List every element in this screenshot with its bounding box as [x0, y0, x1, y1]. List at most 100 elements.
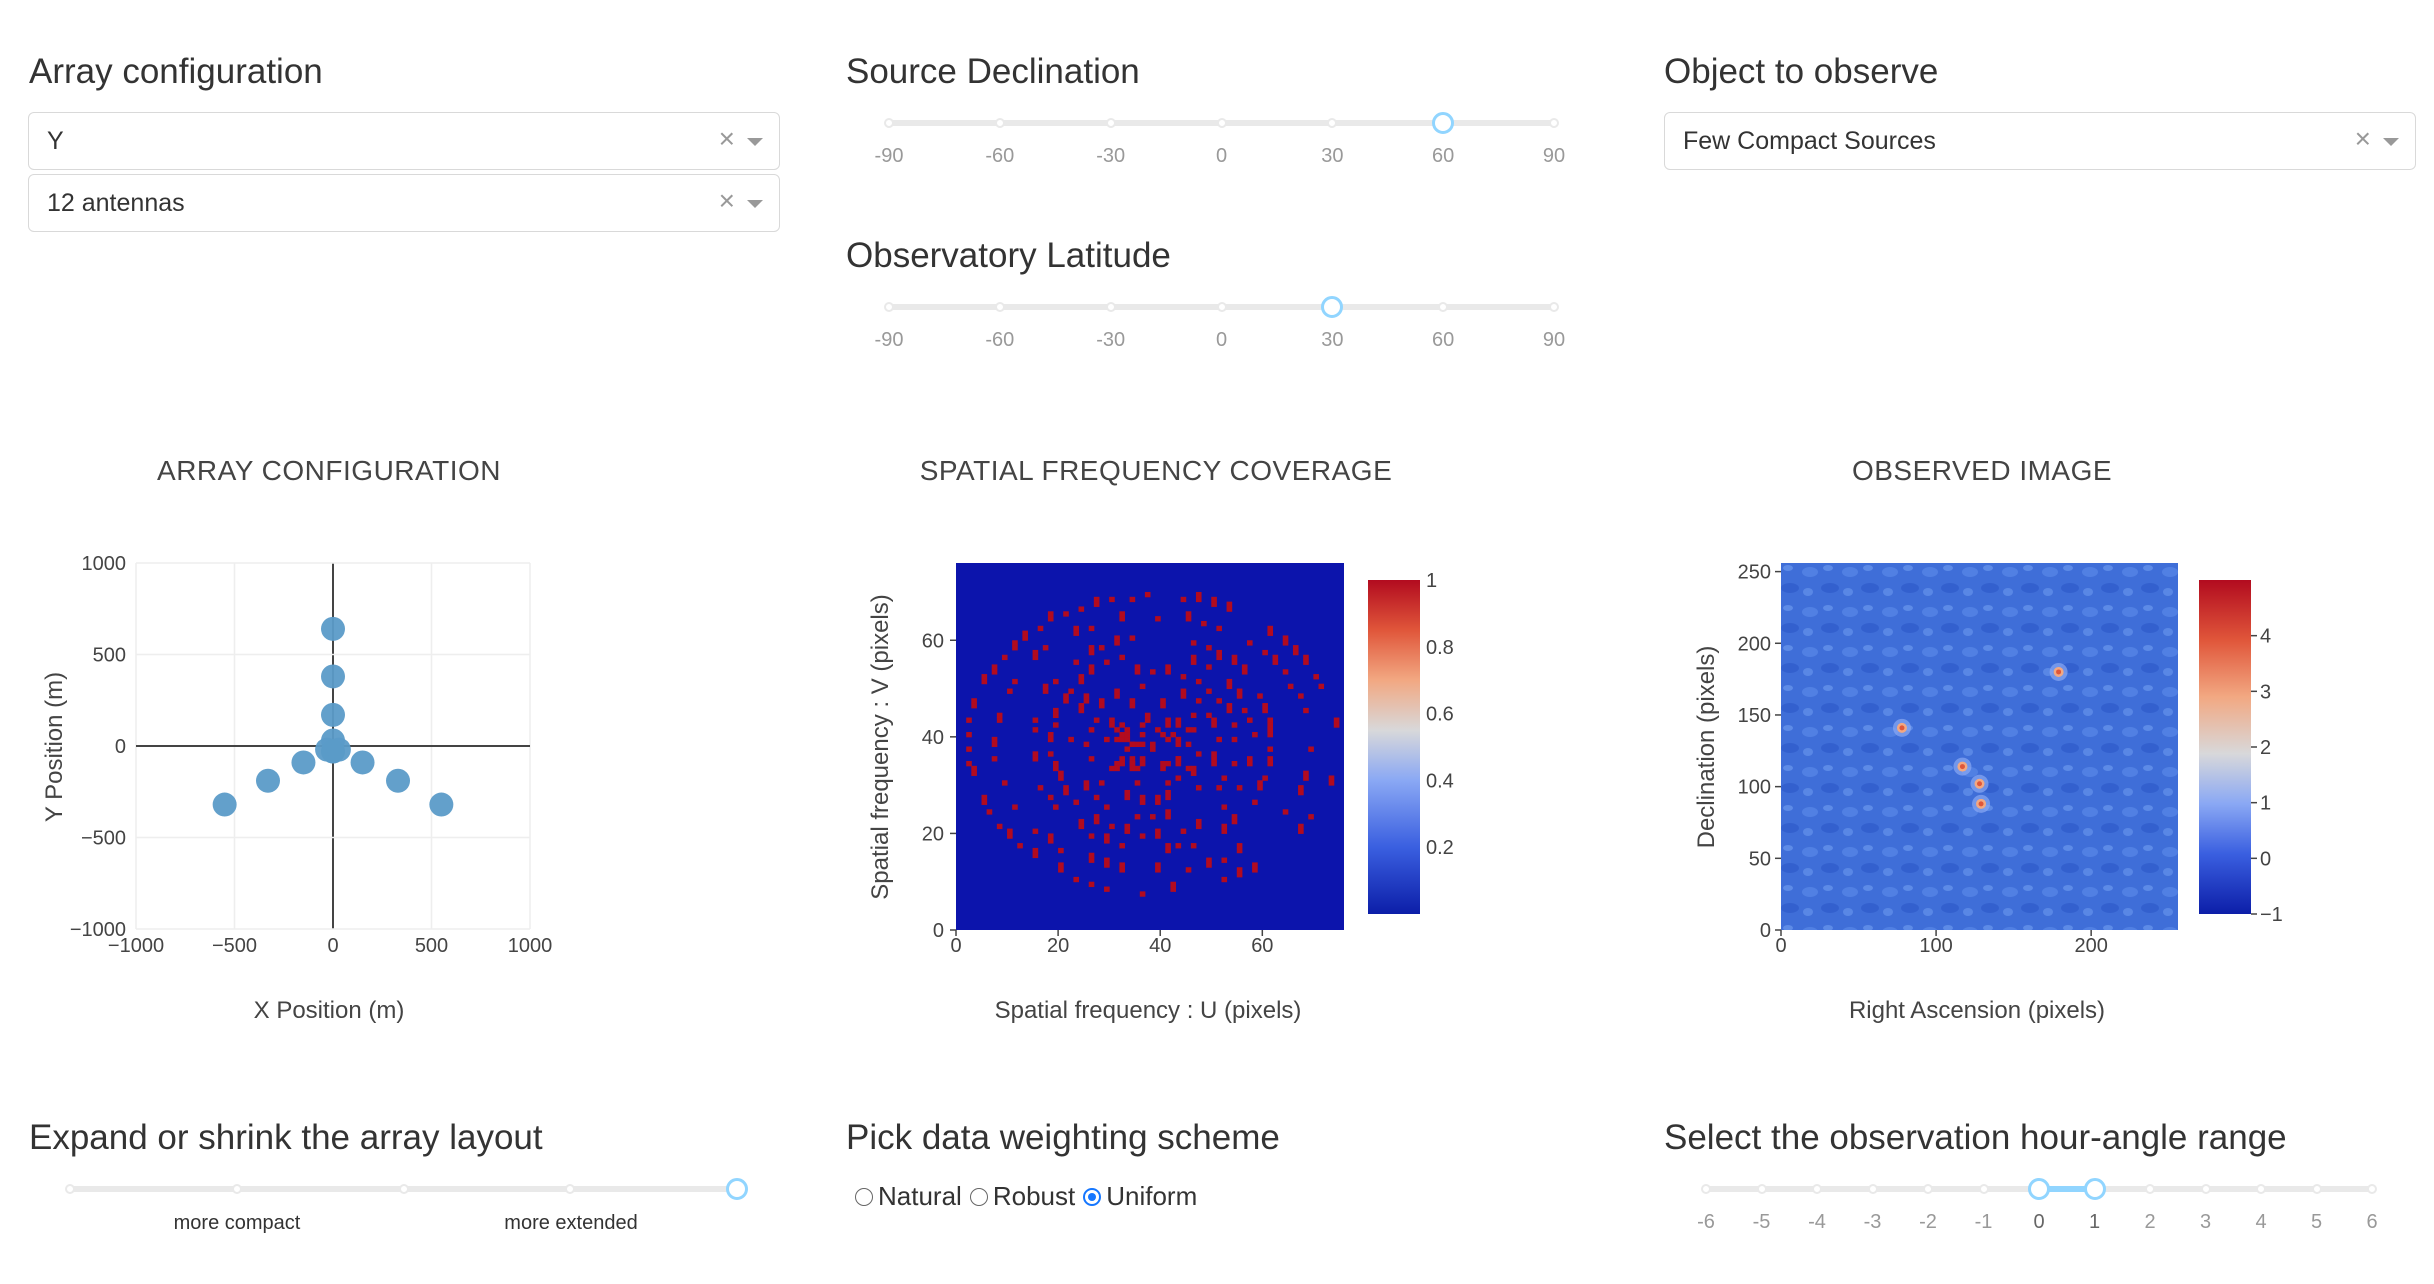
uv-cell: [1247, 640, 1253, 646]
uv-cell: [1180, 828, 1187, 834]
uv-coverage-plot[interactable]: 0 20 40 60 60 40 20 0 1 0.8 0.6 0.4 0.2 Spatial fre…: [820, 520, 1640, 1040]
antenna-marker[interactable]: [326, 737, 351, 762]
uv-cell: [1170, 886, 1177, 892]
observed-image-plot[interactable]: 0 100 200 250 200 150 100 50 0 4 3 2 1 0 −1 Right Asc…: [1660, 520, 2434, 1040]
array-ytick: 0: [115, 736, 126, 758]
radio-checked-icon[interactable]: [1083, 1187, 1102, 1206]
uv-cell: [1241, 669, 1248, 675]
slider-dot[interactable]: [1549, 118, 1559, 128]
slider-handle[interactable]: [1432, 112, 1455, 134]
array-config-plot[interactable]: −1000 −500 0 500 1000 1000 500 0 −500 −1000 X Pos…: [0, 520, 800, 1040]
uv-cell: [1206, 862, 1212, 868]
slider-dot[interactable]: [1438, 302, 1449, 312]
slider-dot[interactable]: [231, 1184, 242, 1194]
weighting-radio-group[interactable]: Natural Robust Uniform: [855, 1181, 1205, 1212]
radio-natural[interactable]: Natural: [855, 1181, 962, 1212]
antenna-count-select[interactable]: 12 antennas ×: [28, 174, 780, 232]
uv-cell: [1032, 756, 1039, 762]
uv-cell: [1053, 765, 1059, 772]
uv-cell: [1231, 760, 1238, 767]
slider-dot[interactable]: [994, 118, 1005, 128]
antenna-marker[interactable]: [291, 750, 316, 775]
uv-cell: [1119, 760, 1125, 767]
slider-handle[interactable]: [2028, 1178, 2050, 1200]
antenna-marker[interactable]: [321, 616, 345, 641]
slider-tick-label: -5: [1752, 1211, 1771, 1233]
slider-dot[interactable]: [1701, 1184, 1711, 1194]
slider-handle[interactable]: [1321, 296, 1344, 318]
uv-cell: [1216, 649, 1222, 656]
slider-dot[interactable]: [565, 1184, 576, 1194]
slider-dot[interactable]: [2256, 1184, 2266, 1194]
slider-dot[interactable]: [1105, 302, 1116, 312]
antenna-marker[interactable]: [386, 768, 411, 793]
uv-cell: [1134, 765, 1141, 772]
antenna-marker[interactable]: [321, 664, 345, 689]
array-layout-select[interactable]: Y ×: [28, 112, 780, 170]
slider-dot[interactable]: [1923, 1184, 1933, 1194]
slider-dot[interactable]: [1867, 1184, 1878, 1194]
uv-cell: [1007, 828, 1013, 834]
uv-cell: [1160, 703, 1166, 709]
slider-dot[interactable]: [1327, 118, 1338, 128]
slider-track[interactable]: [2039, 1186, 2095, 1192]
clear-icon[interactable]: ×: [718, 123, 735, 154]
uv-cell: [1298, 693, 1304, 699]
antenna-marker[interactable]: [350, 750, 375, 775]
uv-cell: [1272, 659, 1279, 665]
slider-tick-label: -90: [874, 329, 904, 351]
object-select[interactable]: Few Compact Sources ×: [1664, 112, 2416, 170]
chevron-down-icon[interactable]: [747, 138, 763, 146]
clear-icon[interactable]: ×: [718, 185, 735, 216]
uv-cell: [1093, 794, 1100, 801]
slider-dot[interactable]: [884, 302, 894, 312]
slider-dot[interactable]: [1812, 1184, 1822, 1194]
slider-handle[interactable]: [2083, 1178, 2106, 1200]
slider-tick-label: 0: [1215, 145, 1228, 167]
slider-dot[interactable]: [1756, 1184, 1767, 1194]
uv-cell: [1155, 727, 1161, 733]
uv-cell: [996, 712, 1003, 719]
antenna-marker[interactable]: [321, 702, 345, 727]
chevron-down-icon[interactable]: [747, 200, 763, 208]
slider-dot[interactable]: [2200, 1184, 2211, 1194]
antenna-marker[interactable]: [429, 792, 454, 817]
uv-cell: [1282, 635, 1289, 641]
slider-dot[interactable]: [1549, 302, 1559, 312]
antenna-marker[interactable]: [212, 792, 237, 817]
slider-dot[interactable]: [398, 1184, 409, 1194]
slider-dot[interactable]: [65, 1184, 75, 1194]
slider-dot[interactable]: [2311, 1184, 2322, 1194]
uv-cell: [1047, 732, 1054, 738]
uv-cell: [1190, 727, 1197, 733]
antenna-marker[interactable]: [255, 768, 280, 793]
slider-dot[interactable]: [1978, 1184, 1989, 1194]
slider-dot[interactable]: [994, 302, 1005, 312]
uv-cell: [1201, 620, 1207, 627]
array-ytick: 500: [93, 645, 126, 667]
slider-dot[interactable]: [1216, 118, 1227, 128]
slider-dot[interactable]: [1216, 302, 1227, 312]
slider-dot[interactable]: [884, 118, 894, 128]
uv-colorbar-tick: 0.6: [1426, 704, 1454, 726]
chevron-down-icon[interactable]: [2383, 138, 2399, 146]
uv-cell: [1139, 741, 1146, 747]
radio-circle-icon[interactable]: [969, 1187, 988, 1206]
slider-handle[interactable]: [726, 1178, 748, 1200]
image-ytick: 150: [1738, 705, 1771, 727]
uv-cell: [1088, 857, 1095, 863]
uv-cell: [1032, 717, 1039, 723]
slider-dot[interactable]: [1105, 118, 1116, 128]
radio-circle-icon[interactable]: [855, 1187, 873, 1206]
uv-cell: [1129, 596, 1136, 603]
slider-dot[interactable]: [2145, 1184, 2155, 1194]
uv-cell: [1231, 722, 1238, 728]
uv-cell: [1170, 881, 1177, 888]
uv-cell: [1267, 722, 1274, 728]
clear-icon[interactable]: ×: [2354, 123, 2371, 154]
radio-uniform[interactable]: Uniform: [1083, 1181, 1197, 1212]
slider-dot[interactable]: [2367, 1184, 2377, 1194]
uv-cell: [1042, 688, 1049, 694]
uv-cell: [1175, 760, 1182, 767]
radio-robust[interactable]: Robust: [969, 1181, 1075, 1212]
